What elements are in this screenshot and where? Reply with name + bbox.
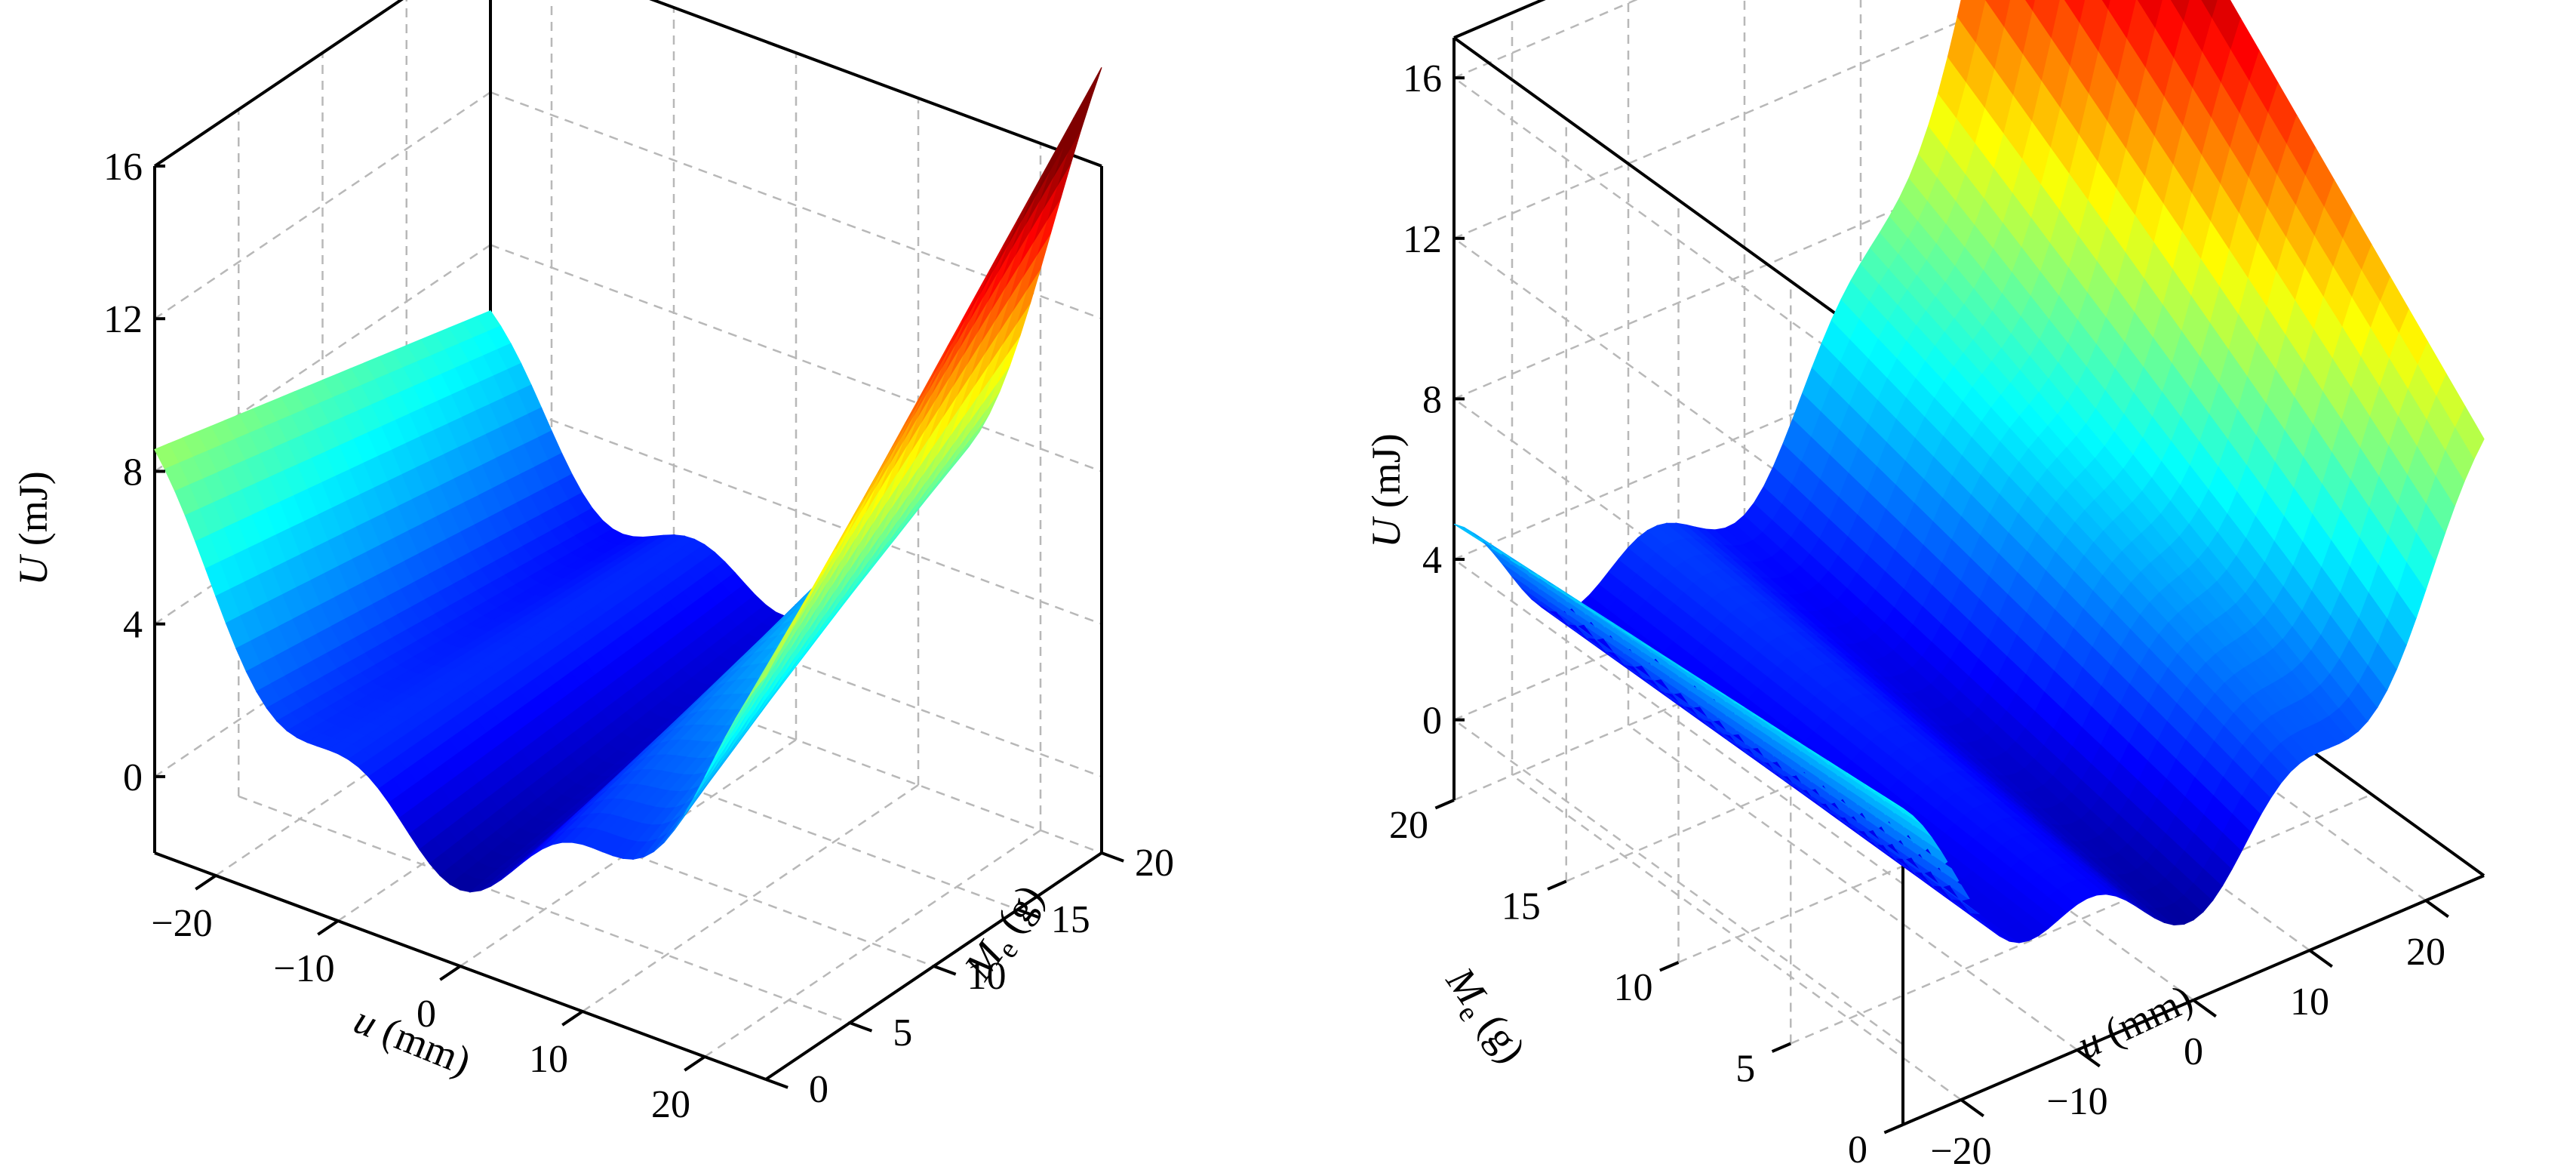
u-tick-mark [2424, 899, 2449, 919]
me-tick-mark [1883, 1123, 1904, 1134]
u-tick-label: 10 [529, 1038, 568, 1081]
u-tick-label: 20 [2406, 931, 2445, 974]
me-tick-label: 5 [893, 1011, 912, 1054]
axis-edge [153, 0, 404, 168]
me-tick-label: 20 [1135, 842, 1174, 885]
surface-patch [1077, 67, 1102, 122]
u-tick-label: 0 [417, 993, 436, 1036]
grid-line [1453, 559, 1904, 885]
grid-line [1628, 724, 2078, 1051]
me-tick-mark [1659, 961, 1680, 972]
grid-line [1453, 0, 2013, 239]
grid-line [1511, 774, 1962, 1101]
grid-line [460, 738, 797, 968]
z-tick-label: 4 [123, 604, 143, 647]
grid-line [1453, 719, 1904, 1045]
axis-edge [1452, 36, 1904, 364]
u-tick-label: −20 [1930, 1130, 1991, 1173]
me-tick-label: 10 [1614, 966, 1653, 1009]
z-tick-label: 4 [1422, 539, 1442, 582]
surface-patch [1483, 540, 1512, 565]
axis-ticks: 0 4 8 12 16 −20 −10 0 10 20 0 5 10 15 20 [1389, 57, 2449, 1173]
u-tick-label: −10 [2046, 1080, 2107, 1123]
surface-patch [2455, 405, 2485, 460]
grid-line [1453, 237, 1904, 564]
z-axis-label: U (mJ) [1363, 433, 1409, 547]
u-tick-mark [2192, 999, 2217, 1018]
z-axis-label: U (mJ) [11, 471, 56, 585]
grid-line [490, 244, 1102, 473]
me-tick-label: 10 [967, 955, 1007, 998]
me-tick-label: 0 [1848, 1128, 1867, 1171]
me-tick-label: 15 [1502, 885, 1541, 928]
me-tick-mark [1547, 879, 1567, 891]
z-tick-label: 16 [103, 146, 143, 189]
u-tick-mark [195, 874, 217, 891]
u-tick-mark [561, 1010, 584, 1027]
me-axis-label: Me (g) [1432, 959, 1535, 1075]
surface-patch [2064, 0, 2086, 24]
surface-plot-right-svg: 0 4 8 12 16 −20 −10 0 10 20 0 5 10 15 20 U (mJ) u (mm) Me… [1363, 0, 2485, 1173]
z-tick-label: 12 [1403, 218, 1442, 261]
u-tick-label: −20 [151, 902, 212, 945]
z-tick-label: 12 [103, 298, 143, 341]
grid-line [490, 396, 1102, 625]
grid-line [582, 783, 919, 1013]
z-tick-label: 0 [1422, 700, 1442, 743]
me-tick-mark [765, 1078, 788, 1089]
u-tick-label: 10 [2290, 981, 2329, 1024]
grid-line [154, 91, 491, 320]
u-tick-mark [2308, 949, 2333, 968]
surface [154, 67, 1102, 893]
surface [1453, 0, 2485, 944]
me-tick-mark [1017, 908, 1041, 919]
me-tick-mark [849, 1021, 873, 1033]
grid-line [1453, 77, 1904, 404]
u-tick-mark [2076, 1048, 2101, 1068]
me-tick-label: 0 [809, 1068, 828, 1111]
grid-line [490, 625, 1102, 854]
z-tick-label: 16 [1403, 57, 1442, 100]
grid-line [238, 795, 850, 1024]
surface-patch [1985, 0, 2012, 29]
z-tick-label: 8 [1422, 378, 1442, 421]
surface-patch [2025, 0, 2037, 12]
me-tick-mark [1771, 1042, 1792, 1053]
me-tick-label: 20 [1389, 804, 1428, 847]
u-tick-label: 0 [2184, 1030, 2203, 1073]
surface-plot-right: 0 4 8 12 16 −20 −10 0 10 20 0 5 10 15 20 U (mJ) u (mm) Me… [1288, 0, 2576, 1176]
grid-line [406, 682, 1019, 911]
z-tick-label: 0 [123, 756, 143, 799]
surface-patch [755, 650, 781, 688]
u-tick-mark [317, 919, 340, 936]
me-tick-label: 5 [1735, 1048, 1755, 1091]
grid-line [704, 829, 1041, 1058]
grid-line [1790, 793, 2372, 1045]
u-tick-label: 20 [651, 1083, 690, 1126]
me-tick-label: 15 [1051, 898, 1090, 941]
me-tick-mark [1434, 799, 1455, 810]
axis-ticks: 0 4 8 12 16 −20 −10 0 10 20 0 5 10 15 20 [103, 146, 1174, 1126]
u-tick-mark [1960, 1098, 1984, 1118]
u-tick-label: −10 [273, 947, 334, 990]
axis-edge [649, 0, 1102, 168]
me-tick-mark [1101, 851, 1124, 863]
me-tick-mark [933, 965, 957, 976]
surface-patch [2201, 0, 2218, 20]
u-axis-label: u (mm) [348, 996, 477, 1084]
z-tick-label: 8 [123, 451, 143, 494]
u-tick-mark [439, 965, 462, 981]
surface-plot-left: 0 4 8 12 16 −20 −10 0 10 20 0 5 10 15 20 U (mJ) u (mm) Me… [11, 0, 1174, 1126]
u-axis-label: u (mm) [2070, 976, 2199, 1068]
u-tick-mark [684, 1055, 706, 1072]
